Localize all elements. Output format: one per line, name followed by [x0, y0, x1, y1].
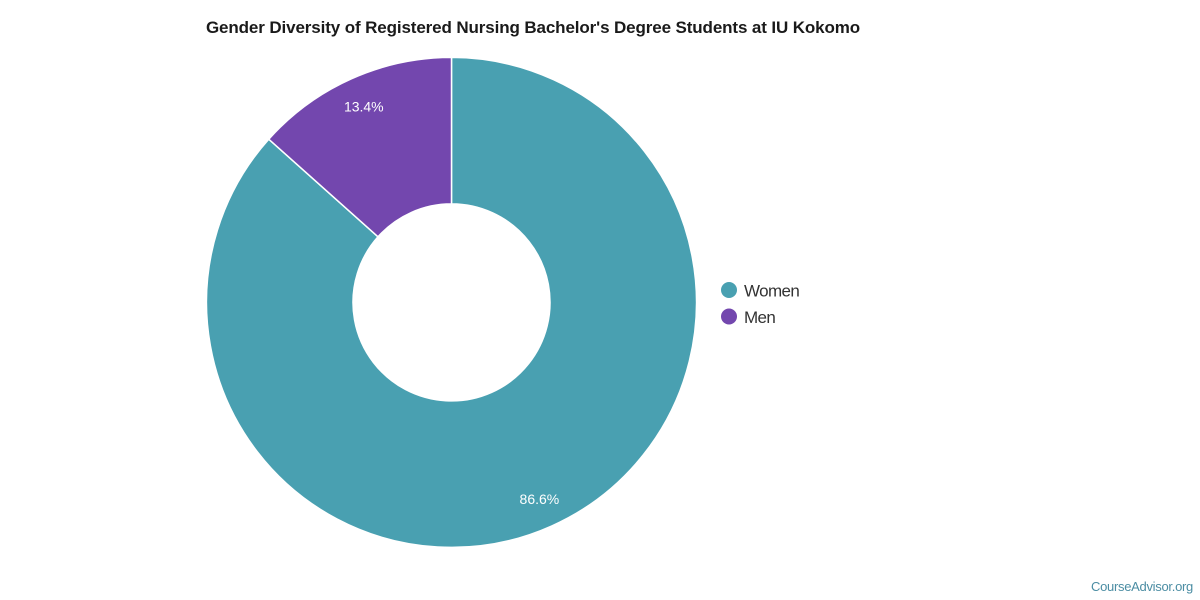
svg-text:Men: Men — [744, 308, 775, 327]
svg-text:86.6%: 86.6% — [520, 491, 560, 507]
svg-text:13.4%: 13.4% — [344, 99, 384, 115]
svg-text:Women: Women — [744, 282, 799, 301]
